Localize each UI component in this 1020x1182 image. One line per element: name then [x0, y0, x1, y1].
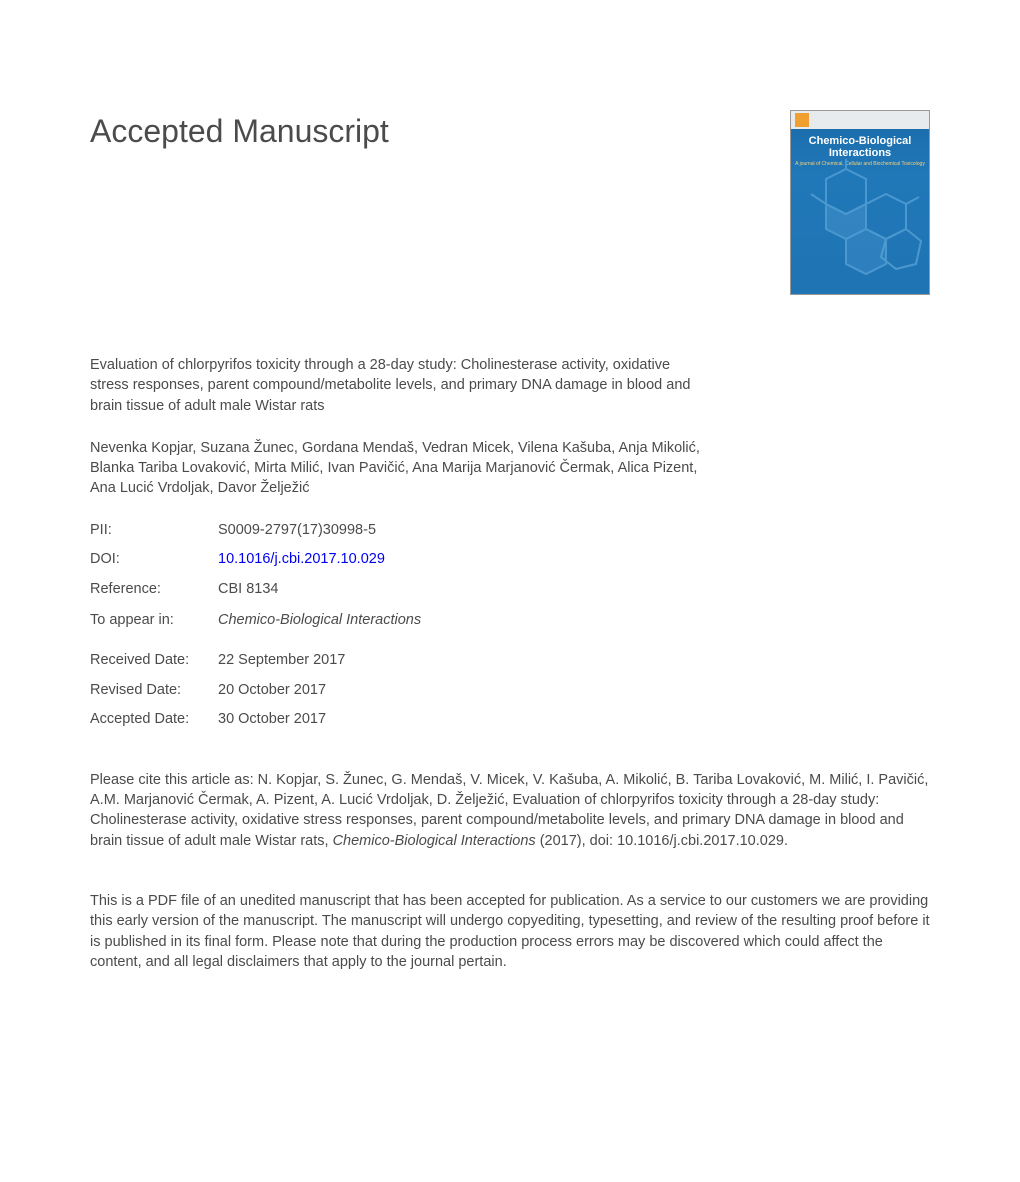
doi-link[interactable]: 10.1016/j.cbi.2017.10.029: [218, 550, 385, 570]
meta-value: 20 October 2017: [218, 681, 326, 701]
meta-value: 22 September 2017: [218, 651, 345, 671]
article-title: Evaluation of chlorpyrifos toxicity thro…: [90, 355, 710, 416]
meta-label: Reference:: [90, 580, 218, 600]
meta-row-toappear: To appear in: Chemico-Biological Interac…: [90, 611, 930, 631]
meta-value-journal: Chemico-Biological Interactions: [218, 611, 421, 631]
page-title: Accepted Manuscript: [90, 110, 389, 153]
meta-value: S0009-2797(17)30998-5: [218, 521, 376, 541]
meta-value: CBI 8134: [218, 580, 278, 600]
cover-molecule-icon: [791, 159, 930, 295]
meta-row-doi: DOI: 10.1016/j.cbi.2017.10.029: [90, 550, 930, 570]
cover-journal-title: Chemico-Biological Interactions: [791, 129, 929, 161]
metadata-table: PII: S0009-2797(17)30998-5 DOI: 10.1016/…: [90, 521, 930, 730]
disclaimer-text: This is a PDF file of an unedited manusc…: [90, 891, 930, 972]
meta-row-revised: Revised Date: 20 October 2017: [90, 681, 930, 701]
citation-block: Please cite this article as: N. Kopjar, …: [90, 770, 930, 851]
meta-label: Revised Date:: [90, 681, 218, 701]
meta-label: Accepted Date:: [90, 710, 218, 730]
meta-label: Received Date:: [90, 651, 218, 671]
journal-cover-thumbnail: Chemico-Biological Interactions A journa…: [790, 110, 930, 295]
meta-row-received: Received Date: 22 September 2017: [90, 651, 930, 671]
publisher-logo-icon: [795, 113, 809, 127]
cover-top-strip: [791, 111, 929, 129]
authors-list: Nevenka Kopjar, Suzana Žunec, Gordana Me…: [90, 438, 710, 499]
meta-row-reference: Reference: CBI 8134: [90, 580, 930, 600]
meta-value: 30 October 2017: [218, 710, 326, 730]
citation-journal: Chemico-Biological Interactions: [333, 833, 536, 849]
meta-label: PII:: [90, 521, 218, 541]
header-row: Accepted Manuscript Chemico-Biological I…: [90, 110, 930, 295]
meta-label: DOI:: [90, 550, 218, 570]
meta-label: To appear in:: [90, 611, 218, 631]
meta-row-pii: PII: S0009-2797(17)30998-5: [90, 521, 930, 541]
meta-row-accepted: Accepted Date: 30 October 2017: [90, 710, 930, 730]
citation-suffix: (2017), doi: 10.1016/j.cbi.2017.10.029.: [536, 833, 788, 849]
